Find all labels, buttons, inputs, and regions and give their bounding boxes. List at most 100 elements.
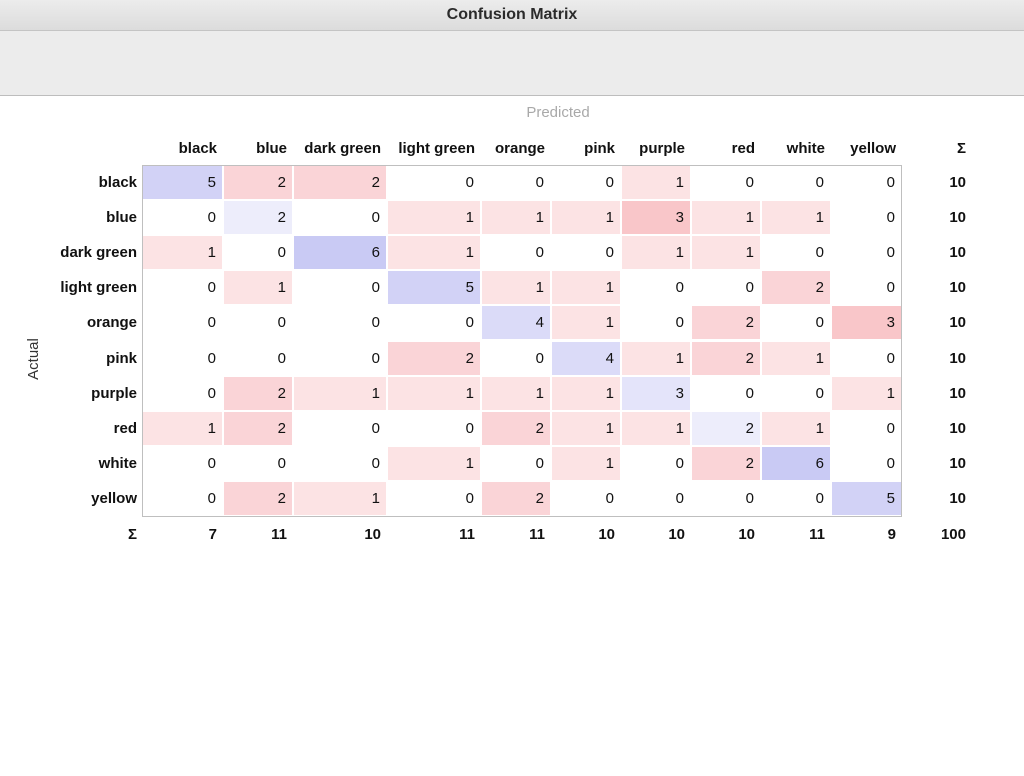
matrix-cell[interactable]: 2: [224, 412, 292, 445]
matrix-cell[interactable]: 0: [675, 455, 684, 472]
matrix-cell[interactable]: 0: [815, 244, 824, 261]
matrix-cell[interactable]: 1: [552, 201, 620, 234]
matrix-cell[interactable]: 2: [762, 271, 830, 304]
matrix-cell[interactable]: 2: [482, 482, 550, 515]
matrix-cell[interactable]: 0: [886, 209, 895, 226]
matrix-cell[interactable]: 0: [815, 174, 824, 191]
matrix-cell[interactable]: 0: [886, 350, 895, 367]
matrix-cell[interactable]: 0: [207, 385, 216, 402]
matrix-cell[interactable]: 5: [832, 482, 901, 515]
matrix-cell[interactable]: 1: [552, 412, 620, 445]
matrix-cell[interactable]: 1: [388, 236, 480, 269]
matrix-cell[interactable]: 0: [535, 350, 544, 367]
matrix-cell[interactable]: 0: [675, 279, 684, 296]
matrix-cell[interactable]: 0: [465, 490, 474, 507]
matrix-cell[interactable]: 1: [482, 201, 550, 234]
matrix-cell[interactable]: 0: [371, 279, 380, 296]
matrix-cell[interactable]: 1: [224, 271, 292, 304]
matrix-cell[interactable]: 1: [622, 342, 690, 375]
matrix-cell[interactable]: 0: [277, 350, 286, 367]
matrix-cell[interactable]: 2: [692, 447, 760, 480]
matrix-cell[interactable]: 1: [552, 306, 620, 339]
matrix-cell[interactable]: 2: [692, 412, 760, 445]
matrix-cell[interactable]: 0: [675, 490, 684, 507]
matrix-cell[interactable]: 0: [886, 174, 895, 191]
matrix-cell[interactable]: 0: [605, 174, 614, 191]
matrix-cell[interactable]: 2: [224, 377, 292, 410]
matrix-cell[interactable]: 0: [745, 174, 754, 191]
matrix-cell[interactable]: 6: [294, 236, 386, 269]
matrix-cell[interactable]: 0: [675, 314, 684, 331]
matrix-cell[interactable]: 2: [692, 342, 760, 375]
matrix-cell[interactable]: 0: [371, 420, 380, 437]
matrix-cell[interactable]: 1: [692, 201, 760, 234]
matrix-cell[interactable]: 0: [815, 385, 824, 402]
matrix-cell[interactable]: 2: [692, 306, 760, 339]
matrix-cell[interactable]: 0: [535, 174, 544, 191]
matrix-cell[interactable]: 0: [745, 279, 754, 296]
matrix-cell[interactable]: 4: [552, 342, 620, 375]
matrix-cell[interactable]: 1: [622, 412, 690, 445]
matrix-cell[interactable]: 1: [294, 482, 386, 515]
matrix-cell[interactable]: 3: [622, 201, 690, 234]
matrix-cell[interactable]: 1: [622, 166, 690, 199]
matrix-cell[interactable]: 0: [277, 455, 286, 472]
matrix-cell[interactable]: 1: [294, 377, 386, 410]
matrix-cell[interactable]: 0: [207, 490, 216, 507]
matrix-cell[interactable]: 1: [762, 342, 830, 375]
matrix-cell[interactable]: 0: [277, 314, 286, 331]
matrix-cell[interactable]: 0: [465, 314, 474, 331]
matrix-cell[interactable]: 2: [482, 412, 550, 445]
matrix-cell[interactable]: 1: [482, 271, 550, 304]
matrix-cell[interactable]: 1: [692, 236, 760, 269]
matrix-cell[interactable]: 1: [622, 236, 690, 269]
matrix-cell[interactable]: 0: [371, 455, 380, 472]
matrix-cell[interactable]: 0: [886, 420, 895, 437]
matrix-cell[interactable]: 0: [277, 244, 286, 261]
matrix-cell[interactable]: 0: [207, 209, 216, 226]
matrix-cell[interactable]: 1: [388, 447, 480, 480]
matrix-cell[interactable]: 0: [207, 455, 216, 472]
matrix-cell[interactable]: 0: [207, 350, 216, 367]
matrix-cell[interactable]: 0: [886, 279, 895, 296]
matrix-cell[interactable]: 0: [207, 279, 216, 296]
matrix-cell[interactable]: 1: [552, 377, 620, 410]
matrix-cell[interactable]: 0: [745, 490, 754, 507]
matrix-cell[interactable]: 1: [762, 412, 830, 445]
matrix-cell[interactable]: 1: [552, 447, 620, 480]
matrix-cell[interactable]: 1: [143, 412, 222, 445]
matrix-cell[interactable]: 0: [815, 314, 824, 331]
matrix-cell[interactable]: 1: [388, 201, 480, 234]
matrix-cell[interactable]: 1: [143, 236, 222, 269]
matrix-cell[interactable]: 3: [622, 377, 690, 410]
matrix-cell[interactable]: 2: [294, 166, 386, 199]
matrix-cell[interactable]: 1: [832, 377, 901, 410]
matrix-cell[interactable]: 0: [465, 174, 474, 191]
matrix-cell[interactable]: 2: [388, 342, 480, 375]
matrix-cell[interactable]: 0: [371, 314, 380, 331]
matrix-cell[interactable]: 6: [762, 447, 830, 480]
matrix-cell[interactable]: 0: [745, 385, 754, 402]
matrix-cell[interactable]: 0: [886, 455, 895, 472]
matrix-cell[interactable]: 4: [482, 306, 550, 339]
matrix-cell[interactable]: 0: [605, 490, 614, 507]
matrix-cell[interactable]: 5: [388, 271, 480, 304]
matrix-cell[interactable]: 1: [762, 201, 830, 234]
matrix-cell[interactable]: 2: [224, 166, 292, 199]
matrix-cell[interactable]: 1: [482, 377, 550, 410]
matrix-cell[interactable]: 0: [207, 314, 216, 331]
matrix-cell[interactable]: 1: [552, 271, 620, 304]
matrix-cell[interactable]: 1: [388, 377, 480, 410]
matrix-cell[interactable]: 0: [371, 350, 380, 367]
matrix-cell[interactable]: 2: [224, 482, 292, 515]
matrix-cell[interactable]: 3: [832, 306, 901, 339]
matrix-cell[interactable]: 0: [371, 209, 380, 226]
matrix-cell[interactable]: 5: [143, 166, 222, 199]
matrix-cell[interactable]: 0: [535, 455, 544, 472]
matrix-cell[interactable]: 0: [535, 244, 544, 261]
matrix-cell[interactable]: 0: [886, 244, 895, 261]
matrix-cell[interactable]: 0: [465, 420, 474, 437]
matrix-cell[interactable]: 0: [605, 244, 614, 261]
matrix-cell[interactable]: 2: [224, 201, 292, 234]
matrix-cell[interactable]: 0: [815, 490, 824, 507]
